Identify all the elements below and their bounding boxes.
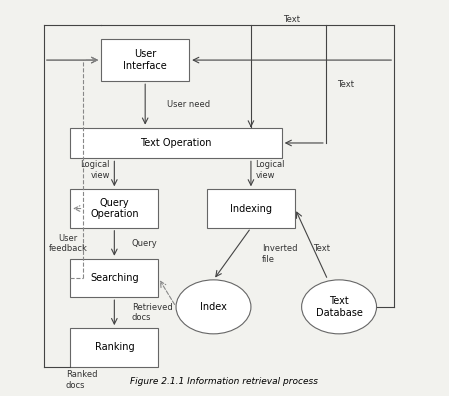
Text: Text Operation: Text Operation <box>140 138 212 148</box>
Text: Figure 2.1.1 Information retrieval process: Figure 2.1.1 Information retrieval proce… <box>131 377 318 386</box>
Text: User
Interface: User Interface <box>123 49 167 71</box>
Text: Logical
view: Logical view <box>80 160 110 180</box>
Text: Inverted
file: Inverted file <box>262 244 297 263</box>
Text: Retrieved
docs: Retrieved docs <box>132 303 173 322</box>
Text: User
feedback: User feedback <box>48 234 88 253</box>
FancyBboxPatch shape <box>70 328 158 367</box>
FancyBboxPatch shape <box>101 39 189 81</box>
FancyBboxPatch shape <box>70 189 158 228</box>
Ellipse shape <box>176 280 251 334</box>
Text: Text: Text <box>337 80 354 89</box>
Text: Index: Index <box>200 302 227 312</box>
Text: Ranking: Ranking <box>95 342 134 352</box>
Text: Query: Query <box>132 239 158 248</box>
FancyBboxPatch shape <box>70 128 282 158</box>
Text: Text
Database: Text Database <box>316 296 362 318</box>
Text: User need: User need <box>167 100 210 109</box>
Text: Searching: Searching <box>90 273 139 283</box>
Text: Text: Text <box>313 244 330 253</box>
Text: Indexing: Indexing <box>230 204 272 213</box>
Ellipse shape <box>302 280 377 334</box>
FancyBboxPatch shape <box>70 259 158 297</box>
Text: Logical
view: Logical view <box>255 160 285 180</box>
FancyBboxPatch shape <box>207 189 295 228</box>
Text: Query
Operation: Query Operation <box>90 198 139 219</box>
Text: Text: Text <box>283 15 300 24</box>
Text: Ranked
docs: Ranked docs <box>66 370 97 390</box>
